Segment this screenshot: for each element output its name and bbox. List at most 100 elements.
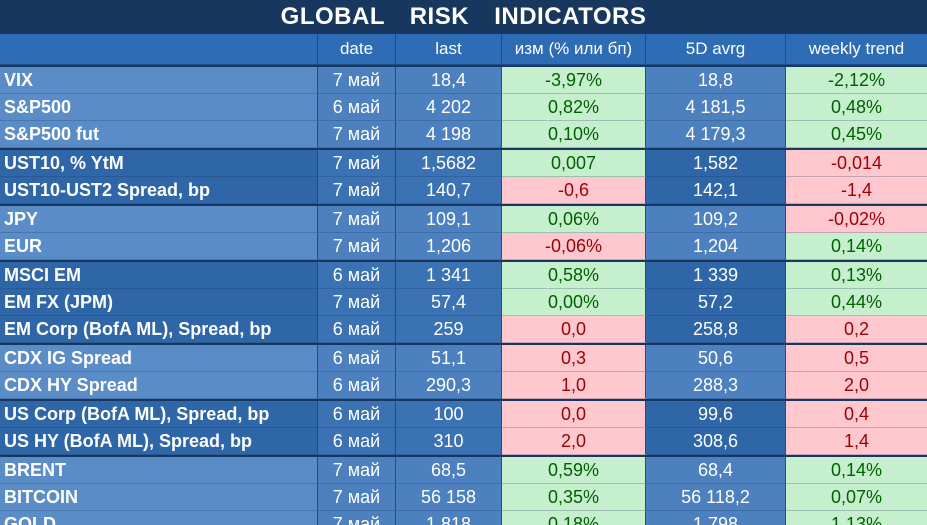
- indicator-group: US Corp (BofA ML), Spread, bp 6 май 100 0,0…: [0, 399, 927, 455]
- five-day-average-cell: 288,3: [646, 372, 786, 399]
- date-cell: 7 май: [318, 289, 396, 316]
- last-value-cell: 57,4: [396, 289, 502, 316]
- five-day-average-cell: 109,2: [646, 206, 786, 233]
- last-value-cell: 56 158: [396, 484, 502, 511]
- change-cell: 0,0: [502, 401, 646, 428]
- change-cell: -0,6: [502, 177, 646, 204]
- five-day-average-cell: 50,6: [646, 345, 786, 372]
- five-day-average-cell: 1 339: [646, 262, 786, 289]
- indicator-name: EM FX (JPM): [0, 289, 318, 316]
- change-cell: 0,00%: [502, 289, 646, 316]
- indicator-name: EUR: [0, 233, 318, 260]
- five-day-average-cell: 68,4: [646, 457, 786, 484]
- header-change: изм (% или бп): [502, 34, 646, 64]
- weekly-trend-cell: 0,14%: [786, 233, 927, 260]
- table-row: BRENT 7 май 68,5 0,59% 68,4 0,14%: [0, 457, 927, 484]
- table-header: date last изм (% или бп) 5D avrg weekly …: [0, 34, 927, 65]
- five-day-average-cell: 1 798: [646, 511, 786, 525]
- last-value-cell: 1 341: [396, 262, 502, 289]
- weekly-trend-cell: 0,07%: [786, 484, 927, 511]
- date-cell: 7 май: [318, 484, 396, 511]
- date-cell: 6 май: [318, 262, 396, 289]
- five-day-average-cell: 142,1: [646, 177, 786, 204]
- table-row: MSCI EM 6 май 1 341 0,58% 1 339 0,13%: [0, 262, 927, 289]
- table-row: UST10-UST2 Spread, bp 7 май 140,7 -0,6 142,1…: [0, 177, 927, 204]
- weekly-trend-cell: 0,14%: [786, 457, 927, 484]
- date-cell: 7 май: [318, 121, 396, 148]
- table-row: CDX IG Spread 6 май 51,1 0,3 50,6 0,5: [0, 345, 927, 372]
- change-cell: 2,0: [502, 428, 646, 455]
- change-cell: 0,3: [502, 345, 646, 372]
- five-day-average-cell: 18,8: [646, 67, 786, 94]
- date-cell: 7 май: [318, 233, 396, 260]
- date-cell: 6 май: [318, 345, 396, 372]
- indicator-name: GOLD: [0, 511, 318, 525]
- indicator-name: UST10, % YtM: [0, 150, 318, 177]
- page-title: GLOBAL RISK INDICATORS: [0, 0, 927, 34]
- indicator-name: EM Corp (BofA ML), Spread, bp: [0, 316, 318, 343]
- last-value-cell: 4 202: [396, 94, 502, 121]
- last-value-cell: 4 198: [396, 121, 502, 148]
- change-cell: 0,35%: [502, 484, 646, 511]
- indicator-name: CDX HY Spread: [0, 372, 318, 399]
- indicator-name: S&P500 fut: [0, 121, 318, 148]
- indicator-name: MSCI EM: [0, 262, 318, 289]
- indicator-group: MSCI EM 6 май 1 341 0,58% 1 339 0,13% EM FX (J…: [0, 260, 927, 343]
- change-cell: 0,007: [502, 150, 646, 177]
- change-cell: 0,59%: [502, 457, 646, 484]
- table-row: GOLD 7 май 1 818 0,18% 1 798 1,13%: [0, 511, 927, 525]
- change-cell: 0,18%: [502, 511, 646, 525]
- table-row: BITCOIN 7 май 56 158 0,35% 56 118,2 0,07%: [0, 484, 927, 511]
- indicator-name: UST10-UST2 Spread, bp: [0, 177, 318, 204]
- table-row: US Corp (BofA ML), Spread, bp 6 май 100 0,0…: [0, 401, 927, 428]
- weekly-trend-cell: 1,4: [786, 428, 927, 455]
- indicator-group: JPY 7 май 109,1 0,06% 109,2 -0,02% EUR 7 май 1,2…: [0, 204, 927, 260]
- table-row: S&P500 fut 7 май 4 198 0,10% 4 179,3 0,45%: [0, 121, 927, 148]
- indicator-group: CDX IG Spread 6 май 51,1 0,3 50,6 0,5 CDX HY S…: [0, 343, 927, 399]
- table-row: UST10, % YtM 7 май 1,5682 0,007 1,582 -0,014: [0, 150, 927, 177]
- indicator-groups: VIX 7 май 18,4 -3,97% 18,8 -2,12% S&P500 6 май 4…: [0, 65, 927, 525]
- table-row: EM Corp (BofA ML), Spread, bp 6 май 259 0,0…: [0, 316, 927, 343]
- change-cell: 0,10%: [502, 121, 646, 148]
- weekly-trend-cell: -2,12%: [786, 67, 927, 94]
- five-day-average-cell: 1,204: [646, 233, 786, 260]
- table-row: VIX 7 май 18,4 -3,97% 18,8 -2,12%: [0, 67, 927, 94]
- weekly-trend-cell: -0,014: [786, 150, 927, 177]
- last-value-cell: 140,7: [396, 177, 502, 204]
- indicator-name: JPY: [0, 206, 318, 233]
- last-value-cell: 1,5682: [396, 150, 502, 177]
- five-day-average-cell: 57,2: [646, 289, 786, 316]
- date-cell: 6 май: [318, 372, 396, 399]
- table-row: EUR 7 май 1,206 -0,06% 1,204 0,14%: [0, 233, 927, 260]
- date-cell: 7 май: [318, 177, 396, 204]
- change-cell: -3,97%: [502, 67, 646, 94]
- date-cell: 6 май: [318, 316, 396, 343]
- five-day-average-cell: 258,8: [646, 316, 786, 343]
- change-cell: 0,0: [502, 316, 646, 343]
- indicator-group: VIX 7 май 18,4 -3,97% 18,8 -2,12% S&P500 6 май 4…: [0, 65, 927, 148]
- last-value-cell: 68,5: [396, 457, 502, 484]
- indicator-name: US Corp (BofA ML), Spread, bp: [0, 401, 318, 428]
- header-name: [0, 34, 318, 64]
- change-cell: 0,58%: [502, 262, 646, 289]
- last-value-cell: 310: [396, 428, 502, 455]
- change-cell: 1,0: [502, 372, 646, 399]
- last-value-cell: 51,1: [396, 345, 502, 372]
- weekly-trend-cell: -0,02%: [786, 206, 927, 233]
- weekly-trend-cell: 1,13%: [786, 511, 927, 525]
- weekly-trend-cell: 0,44%: [786, 289, 927, 316]
- table-row: S&P500 6 май 4 202 0,82% 4 181,5 0,48%: [0, 94, 927, 121]
- date-cell: 6 май: [318, 401, 396, 428]
- indicator-name: S&P500: [0, 94, 318, 121]
- date-cell: 7 май: [318, 457, 396, 484]
- date-cell: 7 май: [318, 150, 396, 177]
- last-value-cell: 109,1: [396, 206, 502, 233]
- five-day-average-cell: 308,6: [646, 428, 786, 455]
- header-date: date: [318, 34, 396, 64]
- weekly-trend-cell: 2,0: [786, 372, 927, 399]
- date-cell: 7 май: [318, 511, 396, 525]
- date-cell: 6 май: [318, 94, 396, 121]
- weekly-trend-cell: 0,4: [786, 401, 927, 428]
- last-value-cell: 100: [396, 401, 502, 428]
